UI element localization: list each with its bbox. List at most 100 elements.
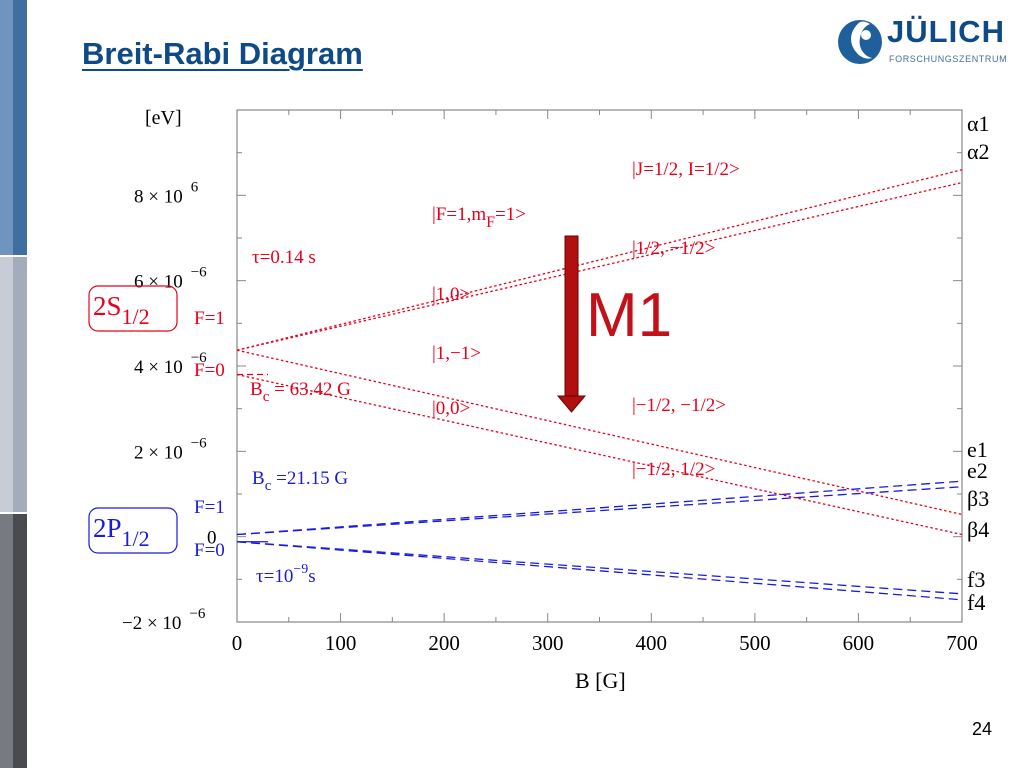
state-f1-m1-sub: F xyxy=(486,214,495,231)
series-line-f3 xyxy=(236,541,963,595)
right-label-α1: α1 xyxy=(967,111,990,136)
level-2p-sub: 1/2 xyxy=(122,526,150,551)
tau-2p-unit: s xyxy=(308,566,315,587)
tau-2p-main: τ=10 xyxy=(256,566,293,587)
series-line-f4 xyxy=(236,541,963,601)
x-tick-label: 600 xyxy=(843,631,875,655)
y-tick-label: 4 × 10 −6 xyxy=(134,350,207,378)
x-tick-labels: 0 100 200 300 400 500 600 700 xyxy=(232,631,978,655)
left-bar-bottom-segment xyxy=(0,514,13,768)
page-number: 24 xyxy=(972,719,993,739)
y-tick-label: −2 × 10 −6 xyxy=(122,606,206,634)
state-label-j-i: |J=1/2, I=1/2> xyxy=(632,159,740,180)
x-tick-label: 700 xyxy=(946,631,978,655)
level-2s-box xyxy=(88,285,178,332)
bc-2p-value: =21.15 G xyxy=(271,468,348,489)
right-label-f3: f3 xyxy=(967,567,985,592)
f0-2s-label: F=0 xyxy=(194,360,225,381)
y-tick-labels: 8 × 10 66 × 10 −64 × 10 −62 × 10 −60−2 × 10−… xyxy=(122,179,217,634)
y-tick-mantissa: 0 xyxy=(207,528,217,549)
series-line-β4 xyxy=(236,373,963,536)
y-tick-label: 0 xyxy=(207,528,217,549)
right-label-α2: α2 xyxy=(967,139,990,164)
left-bar-mid-inner xyxy=(13,257,27,512)
bc-2s-sub: c xyxy=(263,389,270,405)
y-tick-mantissa: 8 × 10 xyxy=(134,186,183,207)
bc-2p-sub: c xyxy=(265,478,272,494)
logo-subtitle: FORSCHUNGSZENTRUM xyxy=(889,54,1008,64)
m1-transition-arrow xyxy=(556,235,587,413)
x-tick-label: 500 xyxy=(739,631,771,655)
left-bar-top-segment xyxy=(0,0,13,255)
y-tick-exponent: 6 xyxy=(191,179,199,195)
left-bar-top-inner xyxy=(13,0,27,255)
axis-ticks xyxy=(236,110,963,623)
f1-2p-label: F=1 xyxy=(194,497,225,518)
state-label-mhalf-mhalf: |−1/2, −1/2> xyxy=(632,395,726,416)
y-tick-exponent: −6 xyxy=(191,265,207,281)
state-label-f1-m1: |F=1,mF=1> xyxy=(432,204,526,231)
series-line-e1 xyxy=(236,480,963,536)
x-tick-label: 300 xyxy=(532,631,564,655)
level-2p-box xyxy=(88,507,178,554)
state-label-1-0: |1,0> xyxy=(432,284,470,305)
x-tick-label: 0 xyxy=(232,631,243,655)
y-tick-mantissa: 6 × 10 xyxy=(134,272,183,293)
right-label-β3: β3 xyxy=(967,486,989,511)
bc-2s-main: B xyxy=(250,379,263,400)
juelich-logo: JÜLICH FORSCHUNGSZENTRUM xyxy=(836,14,1008,74)
y-tick-label: 2 × 10 −6 xyxy=(134,435,207,463)
logo-name: JÜLICH xyxy=(887,14,1005,49)
y-tick-mantissa: 4 × 10 xyxy=(134,357,183,378)
right-label-β4: β4 xyxy=(967,517,989,542)
state-f1-m1-end: =1> xyxy=(495,204,526,225)
state-label-mhalf-half: |−1/2, 1/2> xyxy=(632,459,715,480)
y-tick-mantissa: 2 × 10 xyxy=(134,442,183,463)
state-f1-m1-main: |F=1,m xyxy=(432,204,486,225)
series-lines xyxy=(236,169,963,601)
slide-title: Breit-Rabi Diagram xyxy=(82,36,363,71)
tau-2p-exp: −9 xyxy=(293,562,308,577)
tau-2p-label: τ=10−9s xyxy=(256,562,316,587)
y-tick-exponent: −6 xyxy=(189,606,205,622)
m1-label: M1 xyxy=(586,281,672,350)
y-tick-exponent: −6 xyxy=(191,435,207,451)
bc-2s-label: Bc = 63.42 G xyxy=(250,379,351,405)
plot-frame xyxy=(236,109,963,623)
annotations-2p: 2P1/2 Bc =21.15 G F=1 F=0 τ=10−9s xyxy=(88,468,348,587)
tau-2s: τ=0.14 s xyxy=(252,247,316,268)
bc-2p-main: B xyxy=(252,468,265,489)
right-label-e1: e1 xyxy=(967,437,988,462)
f1-2s-label: F=1 xyxy=(194,308,225,329)
level-2s-main: 2S xyxy=(93,291,122,321)
x-tick-label: 200 xyxy=(428,631,460,655)
f0-2p-label: F=0 xyxy=(194,540,225,561)
y-axis-label: [eV] xyxy=(145,107,182,129)
annotations-2s: 2S1/2 τ=0.14 s F=1 F=0 Bc = 63.42 G |J=1… xyxy=(88,159,740,480)
y-tick-label: 8 × 10 6 xyxy=(134,179,199,207)
series-line-α2 xyxy=(236,181,963,351)
left-bar-bottom-inner xyxy=(13,514,27,768)
bc-2p-label: Bc =21.15 G xyxy=(252,468,348,494)
series-line-β3 xyxy=(236,349,963,516)
left-accent-bar xyxy=(0,0,27,768)
level-2s-label: 2S1/2 xyxy=(93,291,150,329)
bc-2s-value: = 63.42 G xyxy=(269,379,351,400)
juelich-logo-icon xyxy=(838,20,882,64)
m1-arrow-shaft xyxy=(564,235,579,397)
right-label-f4: f4 xyxy=(967,590,985,615)
level-2s-sub: 1/2 xyxy=(122,304,150,329)
y-tick-mantissa: −2 × 10 xyxy=(122,613,181,634)
x-tick-label: 400 xyxy=(636,631,668,655)
m1-arrow-head xyxy=(556,395,587,413)
x-tick-label: 100 xyxy=(325,631,357,655)
y-tick-label: 6 × 10 −6 xyxy=(134,265,207,293)
right-label-e2: e2 xyxy=(967,458,988,483)
state-label-1-minus-1: |1,−1> xyxy=(432,343,481,364)
level-2p-label: 2P1/2 xyxy=(93,513,150,551)
x-axis-label: B [G] xyxy=(575,668,626,693)
series-line-e2 xyxy=(236,486,963,536)
left-bar-mid-segment xyxy=(0,257,13,512)
